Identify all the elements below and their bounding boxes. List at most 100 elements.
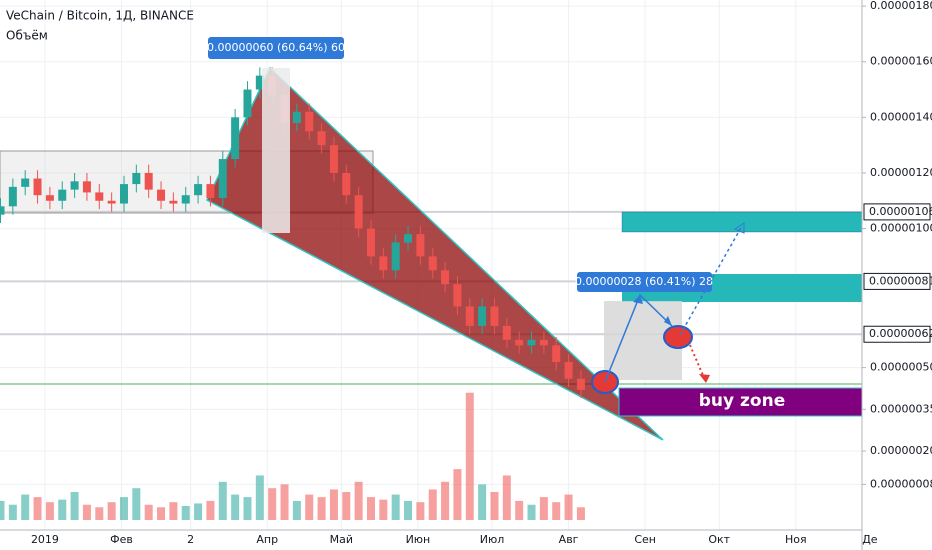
volume-bar	[441, 481, 450, 520]
x-tick-label: Сен	[634, 533, 656, 546]
volume-bar	[490, 492, 499, 520]
candle-body	[515, 339, 524, 346]
x-tick-label: Окт	[708, 533, 730, 546]
volume-bar	[231, 494, 240, 520]
x-tick-label: Май	[330, 533, 353, 546]
candle-body	[564, 362, 573, 379]
volume-bar	[342, 492, 351, 520]
volume-bar	[539, 497, 548, 520]
candle-body	[317, 131, 326, 146]
marker	[663, 325, 693, 349]
volume-bar	[181, 506, 190, 520]
candle-body	[428, 256, 437, 271]
candle-body	[169, 200, 178, 204]
candle-body	[329, 145, 338, 173]
volume-bar	[157, 507, 166, 520]
volume-bar	[58, 499, 67, 520]
candle-body	[157, 189, 166, 201]
candle-body	[181, 195, 190, 204]
chart-title: VeChain / Bitcoin, 1Д, BINANCE	[6, 9, 194, 23]
candle-body	[0, 206, 5, 215]
candle-body	[416, 234, 425, 257]
arrow-head	[633, 295, 643, 304]
volume-bar	[292, 500, 301, 520]
candle-body	[194, 184, 203, 196]
y-tick-label: 0.00000035	[870, 402, 932, 415]
y-tick-label: 0.00000120	[870, 166, 932, 179]
candle-body	[255, 75, 264, 90]
volume-bar	[379, 499, 388, 520]
volumes	[0, 392, 585, 520]
volume-bar	[218, 481, 227, 520]
measure-label: 0.00000060 (60.64%) 60	[207, 41, 345, 54]
x-tick-label: Апр	[256, 533, 278, 546]
volume-bar	[132, 488, 141, 520]
y-tick-label: 0.00000008	[870, 477, 932, 490]
volume-bar	[280, 484, 289, 520]
volume-bar	[255, 475, 264, 520]
y-tick-label: 0.00000100	[870, 222, 932, 235]
candle-body	[95, 192, 104, 201]
volume-bar	[576, 507, 585, 520]
measure-label-box	[577, 272, 712, 292]
arrow-head	[664, 316, 672, 326]
volume-bar	[366, 497, 375, 520]
volume-bar	[527, 504, 536, 520]
volume-bar	[144, 504, 153, 520]
volume-bar	[305, 494, 314, 520]
y-tick-label: 0.00000050	[870, 361, 932, 374]
volume-bar	[354, 481, 363, 520]
candle-body	[243, 89, 252, 118]
volume-bar	[329, 489, 338, 520]
volume-bar	[268, 488, 277, 520]
volume-bar	[428, 489, 437, 520]
volume-label: Объём	[6, 29, 48, 43]
y-tick-label: 0.00000160	[870, 55, 932, 68]
x-tick-label: 2	[187, 533, 194, 546]
axes: 0.00000180 0.00000160 0.00000140 0.00000120…	[31, 0, 932, 546]
candle-body	[527, 339, 536, 346]
volume-bar	[453, 469, 462, 520]
candle-body	[453, 284, 462, 307]
x-tick-label: Де	[862, 533, 878, 546]
x-tick-label: Авг	[559, 533, 579, 546]
volume-bar	[552, 502, 561, 520]
candles	[0, 67, 585, 399]
arrow-head	[699, 374, 710, 383]
candle-body	[45, 195, 54, 201]
volume-bar	[95, 507, 104, 520]
candle-body	[292, 111, 301, 123]
volume-bar	[404, 500, 413, 520]
price-label-box	[863, 203, 931, 221]
x-tick-label: 2019	[31, 533, 59, 546]
volume-bar	[416, 502, 425, 520]
price-label-box	[863, 272, 931, 290]
volume-bar	[33, 497, 42, 520]
volume-bar	[194, 503, 203, 520]
measure-label: 0.00000028 (60.41%) 28	[575, 275, 713, 288]
projection-arrow	[689, 344, 706, 381]
volume-bar	[391, 494, 400, 520]
y-tick-label: 0.00000020	[870, 444, 932, 457]
candle-body	[132, 172, 141, 185]
candle-body	[552, 345, 561, 363]
volume-bar	[169, 502, 178, 520]
volume-bar	[82, 504, 91, 520]
volume-bar	[478, 484, 487, 520]
candle-body	[8, 186, 17, 207]
x-tick-label: Ноя	[785, 533, 807, 546]
price-label: 0.00000062	[869, 327, 932, 340]
candle-body	[404, 234, 413, 243]
candle-body	[441, 270, 450, 285]
volume-bar	[119, 497, 128, 520]
volume-bar	[243, 497, 252, 520]
volume-bar	[107, 502, 116, 520]
x-tick-label: Июл	[480, 533, 505, 546]
measure-box	[262, 68, 290, 233]
volume-bar	[206, 500, 215, 520]
price-label-box	[863, 325, 931, 343]
target-zone	[621, 211, 863, 233]
candle-body	[379, 256, 388, 271]
volume-bar	[564, 494, 573, 520]
candle-body	[82, 181, 91, 193]
